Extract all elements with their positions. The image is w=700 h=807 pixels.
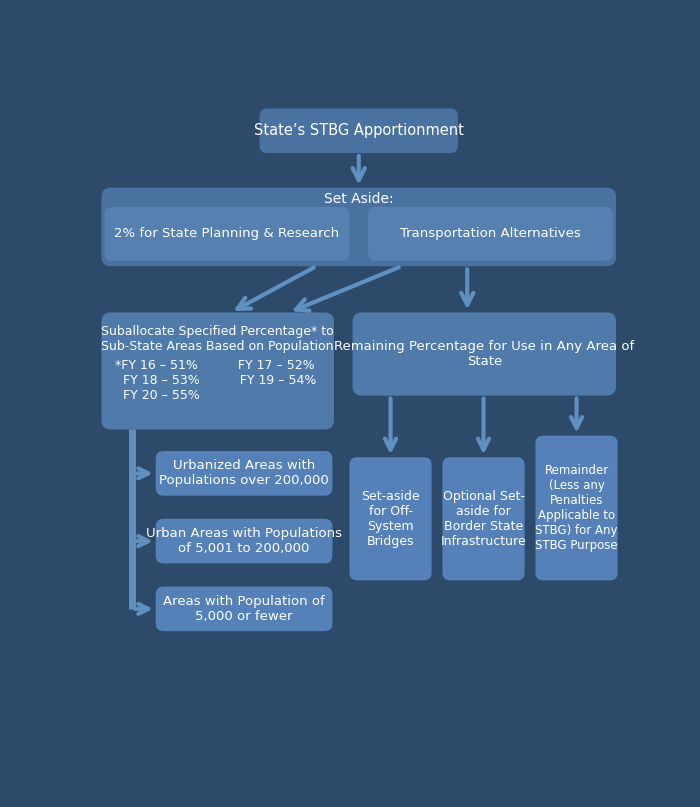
- Text: *FY 16 – 51%          FY 17 – 52%
  FY 18 – 53%          FY 19 – 54%
  FY 20 – 5: *FY 16 – 51% FY 17 – 52% FY 18 – 53% FY …: [116, 358, 317, 402]
- FancyBboxPatch shape: [155, 519, 332, 563]
- Text: Remainder
(Less any
Penalties
Applicable to
STBG) for Any
STBG Purpose: Remainder (Less any Penalties Applicable…: [536, 464, 618, 552]
- Text: Optional Set-
aside for
Border State
Infrastructure: Optional Set- aside for Border State Inf…: [441, 490, 526, 548]
- Text: Set-aside
for Off-
System
Bridges: Set-aside for Off- System Bridges: [361, 490, 420, 548]
- Text: Urbanized Areas with
Populations over 200,000: Urbanized Areas with Populations over 20…: [159, 459, 329, 487]
- Text: State’s STBG Apportionment: State’s STBG Apportionment: [254, 123, 463, 138]
- Text: 2% for State Planning & Research: 2% for State Planning & Research: [114, 228, 340, 240]
- Text: Set Aside:: Set Aside:: [324, 192, 393, 207]
- FancyBboxPatch shape: [536, 436, 617, 580]
- FancyBboxPatch shape: [155, 587, 332, 631]
- FancyBboxPatch shape: [155, 451, 332, 495]
- Text: Transportation Alternatives: Transportation Alternatives: [400, 228, 581, 240]
- FancyBboxPatch shape: [368, 207, 613, 261]
- Text: Suballocate Specified Percentage* to
Sub-State Areas Based on Population: Suballocate Specified Percentage* to Sub…: [102, 325, 334, 353]
- Text: Remaining Percentage for Use in Any Area of
State: Remaining Percentage for Use in Any Area…: [334, 340, 634, 368]
- FancyBboxPatch shape: [442, 458, 524, 580]
- FancyBboxPatch shape: [353, 312, 616, 395]
- FancyBboxPatch shape: [102, 312, 334, 429]
- FancyBboxPatch shape: [102, 188, 616, 266]
- Text: Urban Areas with Populations
of 5,001 to 200,000: Urban Areas with Populations of 5,001 to…: [146, 527, 342, 555]
- FancyBboxPatch shape: [260, 108, 458, 153]
- FancyBboxPatch shape: [104, 207, 349, 261]
- FancyBboxPatch shape: [349, 458, 432, 580]
- Text: Areas with Population of
5,000 or fewer: Areas with Population of 5,000 or fewer: [163, 595, 325, 623]
